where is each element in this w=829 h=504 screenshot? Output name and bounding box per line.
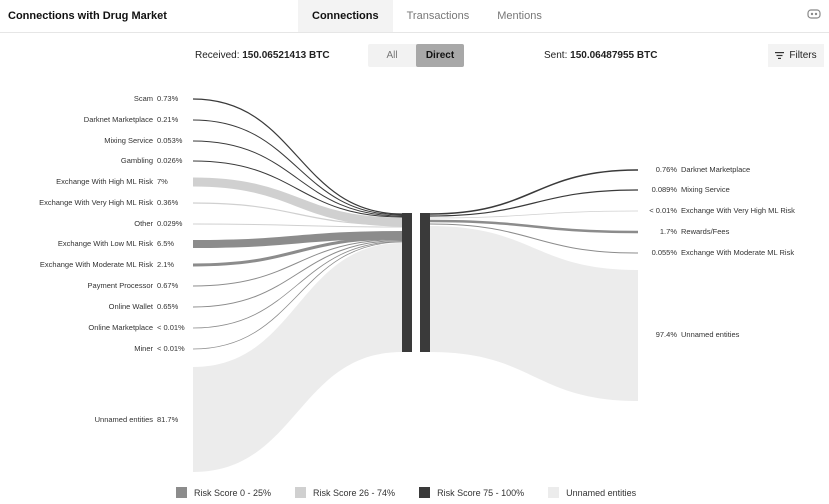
incoming-flow-other[interactable] (192, 223, 403, 228)
incoming-flow-payment-processor[interactable] (192, 239, 403, 287)
incoming-flow-unnamed-entities[interactable] (193, 243, 402, 472)
legend-label-high: Risk Score 75 - 100% (437, 487, 525, 498)
legend-swatch-medium (295, 487, 307, 498)
incoming-label-exchange-with-very-high-ml-risk: Exchange With Very High ML Risk (39, 198, 153, 207)
sent-value: 150.06487955 BTC (570, 50, 658, 61)
outgoing-pct-darknet-marketplace: 0.76% (656, 165, 678, 174)
incoming-label-other: Other (134, 219, 153, 228)
outgoing-label-mixing-service: Mixing Service (681, 185, 730, 194)
incoming-pct-exchange-with-moderate-ml-risk: 2.1% (157, 260, 174, 269)
incoming-label-exchange-with-low-ml-risk: Exchange With Low ML Risk (58, 239, 153, 248)
settings-icon[interactable] (807, 8, 821, 20)
incoming-label-gambling: Gambling (121, 156, 153, 165)
incoming-flow-darknet-marketplace[interactable] (192, 119, 403, 216)
outgoing-label-unnamed-entities: Unnamed entities (681, 330, 740, 339)
outgoing-flow-unnamed-entities[interactable] (430, 226, 638, 401)
received-value: 150.06521413 BTC (242, 50, 330, 61)
incoming-label-exchange-with-high-ml-risk: Exchange With High ML Risk (56, 177, 153, 186)
outgoing-pct-unnamed-entities: 97.4% (656, 330, 678, 339)
incoming-label-online-wallet: Online Wallet (109, 302, 154, 311)
incoming-label-darknet-marketplace: Darknet Marketplace (84, 115, 153, 124)
incoming-pct-payment-processor: 0.67% (157, 281, 179, 290)
outgoing-flow-rewards-fees[interactable] (429, 219, 639, 234)
incoming-label-exchange-with-moderate-ml-risk: Exchange With Moderate ML Risk (40, 260, 153, 269)
incoming-label-miner: Miner (134, 344, 153, 353)
page-title: Connections with Drug Market (8, 10, 167, 22)
incoming-label-unnamed-entities: Unnamed entities (95, 415, 154, 424)
incoming-flow-exchange-with-low-ml-risk[interactable] (192, 231, 403, 248)
legend-swatch-high (419, 487, 431, 498)
incoming-flow-online-marketplace[interactable] (192, 241, 403, 329)
legend-item-high: Risk Score 75 - 100% (419, 487, 524, 498)
legend-swatch-low (176, 487, 187, 498)
tab-connections[interactable]: Connections (298, 0, 393, 32)
incoming-label-payment-processor: Payment Processor (88, 281, 154, 290)
tab-mentions[interactable]: Mentions (497, 10, 542, 22)
incoming-flow-gambling[interactable] (192, 160, 403, 218)
legend-label-medium: Risk Score 26 - 74% (313, 487, 396, 498)
outgoing-pct-exchange-with-moderate-ml-risk: 0.055% (652, 248, 678, 257)
legend-label-low: Risk Score 0 - 25% (194, 487, 272, 498)
legend-item-medium: Risk Score 26 - 74% (295, 487, 395, 498)
incoming-pct-darknet-marketplace: 0.21% (157, 115, 179, 124)
received-node[interactable] (402, 213, 412, 352)
incoming-pct-mixing-service: 0.053% (157, 136, 183, 145)
incoming-flow-mixing-service[interactable] (192, 140, 403, 217)
outgoing-label-exchange-with-very-high-ml-risk: Exchange With Very High ML Risk (681, 206, 795, 215)
outgoing-flow-exchange-with-moderate-ml-risk[interactable] (429, 223, 639, 254)
incoming-label-scam: Scam (134, 94, 153, 103)
incoming-pct-unnamed-entities: 81.7% (157, 415, 179, 424)
filters-icon (775, 52, 785, 59)
outgoing-pct-rewards-fees: 1.7% (660, 227, 677, 236)
view-tabs: Connections Transactions Mentions (298, 0, 556, 32)
incoming-pct-online-marketplace: < 0.01% (157, 323, 185, 332)
legend-item-low: Risk Score 0 - 25% (176, 487, 271, 498)
incoming-flow-miner[interactable] (192, 241, 403, 350)
outgoing-label-exchange-with-moderate-ml-risk: Exchange With Moderate ML Risk (681, 248, 794, 257)
incoming-pct-online-wallet: 0.65% (157, 302, 179, 311)
incoming-pct-scam: 0.73% (157, 94, 179, 103)
outgoing-flow-exchange-with-very-high-ml-risk[interactable] (429, 210, 639, 219)
filters-button[interactable]: Filters (768, 44, 824, 67)
outgoing-flow-darknet-marketplace[interactable] (429, 169, 639, 215)
incoming-pct-gambling: 0.026% (157, 156, 183, 165)
incoming-label-online-marketplace: Online Marketplace (88, 323, 153, 332)
incoming-flow-scam[interactable] (192, 98, 403, 215)
outgoing-pct-exchange-with-very-high-ml-risk: < 0.01% (649, 206, 677, 215)
incoming-flow-exchange-with-moderate-ml-risk[interactable] (192, 236, 403, 267)
incoming-pct-exchange-with-very-high-ml-risk: 0.36% (157, 198, 179, 207)
legend: Risk Score 0 - 25% Risk Score 26 - 74% R… (176, 487, 636, 498)
incoming-pct-exchange-with-low-ml-risk: 6.5% (157, 239, 174, 248)
legend-swatch-unnamed (548, 487, 560, 498)
tab-transactions[interactable]: Transactions (406, 10, 470, 22)
legend-label-unnamed: Unnamed entities (566, 487, 637, 498)
sent-label: Sent: (544, 50, 568, 61)
toggle-direct-button[interactable]: Direct (416, 44, 464, 67)
incoming-label-mixing-service: Mixing Service (104, 136, 153, 145)
header-divider (0, 32, 829, 33)
received-label: Received: (195, 50, 240, 61)
incoming-pct-other: 0.029% (157, 219, 183, 228)
filters-label: Filters (789, 50, 817, 61)
sent-total: Sent: 150.06487955 BTC (544, 50, 657, 61)
incoming-flow-exchange-with-very-high-ml-risk[interactable] (192, 202, 403, 226)
incoming-flow-exchange-with-high-ml-risk[interactable] (192, 177, 403, 227)
direction-toggle: All Direct (368, 44, 464, 67)
legend-item-unnamed: Unnamed entities (548, 487, 636, 498)
sent-node[interactable] (420, 213, 430, 352)
outgoing-flow-mixing-service[interactable] (429, 189, 639, 217)
outgoing-label-darknet-marketplace: Darknet Marketplace (681, 165, 750, 174)
incoming-flow-online-wallet[interactable] (192, 240, 403, 308)
incoming-pct-miner: < 0.01% (157, 344, 185, 353)
outgoing-pct-mixing-service: 0.089% (652, 185, 678, 194)
incoming-pct-exchange-with-high-ml-risk: 7% (157, 177, 168, 186)
toggle-all-button[interactable]: All (386, 50, 398, 61)
received-total: Received: 150.06521413 BTC (195, 50, 330, 61)
outgoing-label-rewards-fees: Rewards/Fees (681, 227, 730, 236)
